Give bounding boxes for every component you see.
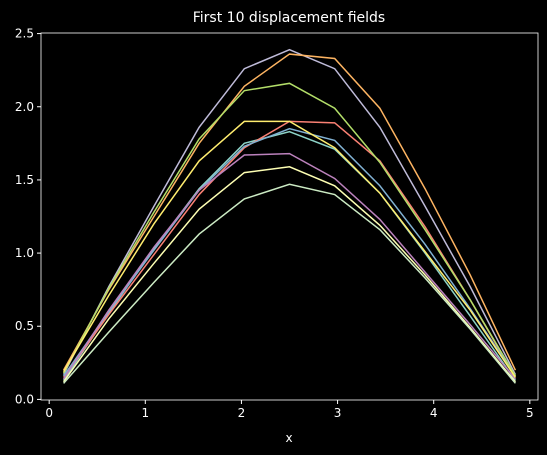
y-tick-label: 0.0 — [15, 392, 34, 406]
x-tick-label: 3 — [334, 406, 342, 420]
data-line — [62, 127, 517, 377]
data-line — [62, 48, 517, 375]
y-tick-label: 1.0 — [15, 246, 34, 260]
x-tick-label: 0 — [45, 406, 53, 420]
x-tick-label: 5 — [526, 406, 534, 420]
data-line — [62, 53, 517, 371]
plot-frame — [40, 32, 539, 401]
data-line — [62, 120, 517, 378]
y-tick-label: 0.5 — [15, 319, 34, 333]
y-tick-label: 1.5 — [15, 173, 34, 187]
x-tick-label: 2 — [238, 406, 246, 420]
y-tick-label: 2.0 — [15, 100, 34, 114]
data-line — [62, 152, 516, 380]
chart-title: First 10 displacement fields — [193, 10, 385, 26]
x-tick-label: 4 — [430, 406, 438, 420]
data-line — [62, 82, 517, 377]
data-line — [63, 183, 516, 384]
x-tick-label: 1 — [141, 406, 149, 420]
y-tick-label: 2.5 — [15, 27, 34, 41]
x-axis-label: x — [285, 431, 292, 445]
data-line — [62, 165, 516, 383]
